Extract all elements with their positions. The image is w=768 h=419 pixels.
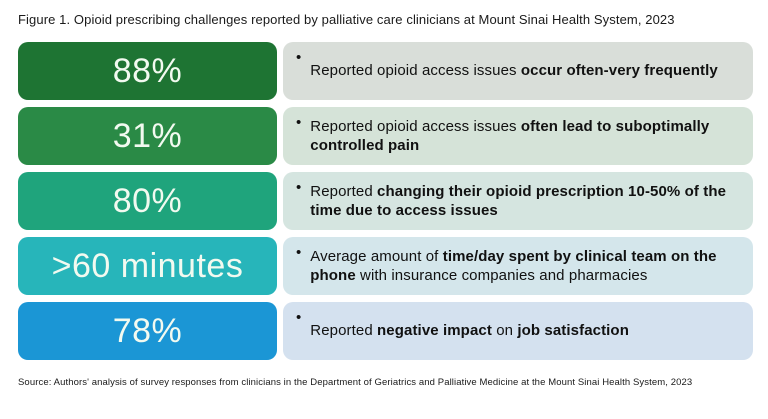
description-box: • Average amount of time/day spent by cli… — [283, 237, 753, 295]
stat-box: 78% — [18, 302, 277, 360]
source-note: Source: Authors' analysis of survey resp… — [18, 377, 693, 388]
bullet-icon: • — [296, 309, 302, 326]
description-text: Average amount of time/day spent by clin… — [310, 247, 717, 284]
bullet-icon: • — [296, 49, 302, 66]
figure-row: 80% • Reported changing their opioid presc… — [18, 172, 753, 230]
description-box: • Reported opioid access issues often lea… — [283, 107, 753, 165]
stat-value: >60 minutes — [51, 247, 244, 285]
stat-value: 88% — [112, 52, 183, 90]
figure-container: Figure 1. Opioid prescribing challenges … — [18, 12, 753, 388]
stat-box: 31% — [18, 107, 277, 165]
figure-row: 31% • Reported opioid access issues often … — [18, 107, 753, 165]
description-text: Reported opioid access issues often lead… — [310, 117, 710, 154]
description-box: • Reported opioid access issues occur oft… — [283, 42, 753, 100]
stat-value: 31% — [112, 117, 183, 155]
figure-row: 88% • Reported opioid access issues occur … — [18, 42, 753, 100]
description-text: Reported changing their opioid prescript… — [310, 182, 727, 219]
bullet-icon: • — [296, 244, 302, 261]
stat-value: 78% — [112, 312, 183, 350]
stat-box: >60 minutes — [18, 237, 277, 295]
figure-row: 78% • Reported negative impact on job sati… — [18, 302, 753, 360]
description-box: • Reported negative impact on job satisfa… — [283, 302, 753, 360]
description-text: Reported opioid access issues occur ofte… — [310, 62, 718, 80]
stat-box: 80% — [18, 172, 277, 230]
figure-title: Figure 1. Opioid prescribing challenges … — [18, 12, 675, 27]
stat-box: 88% — [18, 42, 277, 100]
figure-row: >60 minutes • Average amount of time/day s… — [18, 237, 753, 295]
description-box: • Reported changing their opioid prescrip… — [283, 172, 753, 230]
stat-value: 80% — [112, 182, 183, 220]
bullet-icon: • — [296, 114, 302, 131]
figure-rows: 88% • Reported opioid access issues occur … — [18, 42, 753, 360]
bullet-icon: • — [296, 179, 302, 196]
description-text: Reported negative impact on job satisfac… — [310, 322, 629, 340]
